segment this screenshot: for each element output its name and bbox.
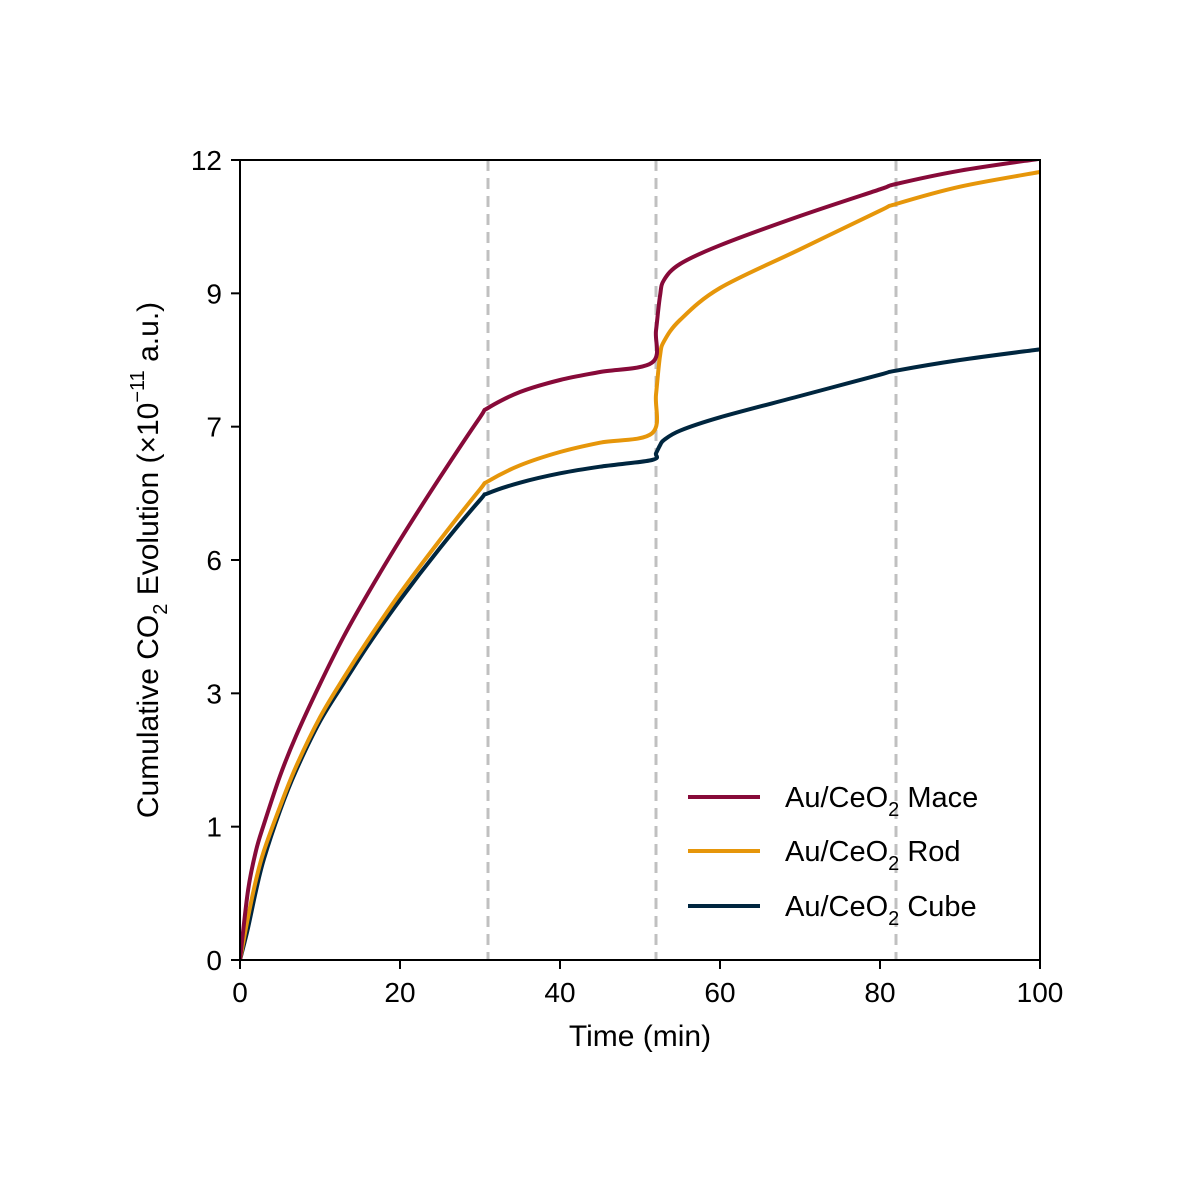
y-tick-label: 0	[206, 945, 222, 976]
x-tick-label: 40	[544, 977, 575, 1008]
x-tick-label: 20	[384, 977, 415, 1008]
legend: Au/CeO2 Mace Au/CeO2 Rod Au/CeO2 Cube	[688, 782, 978, 930]
y-label-prefix: Cumulative CO	[132, 615, 165, 818]
y-tick-label: 7	[206, 412, 222, 443]
x-tick-label: 100	[1017, 977, 1064, 1008]
x-axis-label: Time (min)	[569, 1020, 711, 1053]
y-label-sub: 2	[150, 604, 172, 615]
y-tick-label: 1	[206, 812, 222, 843]
legend-label: Au/CeO2 Cube	[785, 891, 977, 930]
legend-label: Au/CeO2 Rod	[785, 836, 961, 875]
y-label-suffix: a.u.)	[132, 302, 165, 370]
legend-label: Au/CeO2 Mace	[785, 782, 978, 821]
y-label-middle: Evolution (×10	[132, 403, 165, 604]
y-tick-label: 6	[206, 545, 222, 576]
series-line	[240, 160, 1040, 960]
series-line	[240, 170, 1040, 960]
y-axis-ticks: 0 1 3 6 7 9 12	[191, 145, 240, 976]
x-tick-label: 0	[232, 977, 248, 1008]
x-tick-label: 60	[704, 977, 735, 1008]
y-axis-label: Cumulative CO2 Evolution (×10−11 a.u.)	[127, 302, 172, 818]
series-lines	[240, 160, 1040, 960]
vertical-markers	[486, 160, 898, 960]
x-tick-label: 80	[864, 977, 895, 1008]
y-label-sup: −11	[127, 370, 149, 402]
y-tick-label: 12	[191, 145, 222, 176]
y-tick-label: 9	[206, 278, 222, 309]
x-axis-ticks: 0 20 40 60 80 100	[232, 960, 1063, 1008]
y-tick-label: 3	[206, 678, 222, 709]
